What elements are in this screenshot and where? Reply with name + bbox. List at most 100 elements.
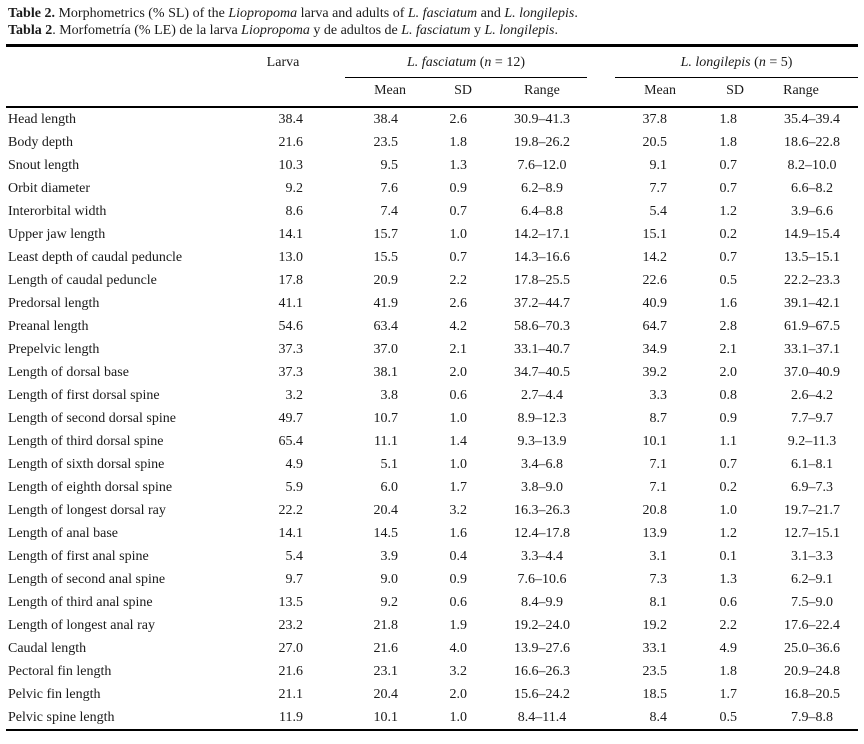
- cell-f_mean: 20.4: [373, 687, 399, 702]
- cell-f_sd: 3.2: [449, 503, 468, 518]
- cell-l_range: 6.1–8.1: [791, 457, 833, 472]
- cell-l_range: 6.6–8.2: [791, 181, 833, 196]
- cell-f_sd: 2.6: [449, 296, 468, 311]
- cell-l_range: 17.6–22.4: [784, 618, 840, 633]
- table-row: Length of longest dorsal ray 22.2 20.4 3.2 1…: [6, 499, 858, 522]
- subheader-fasciatum-sd: SD: [406, 78, 472, 108]
- cell-label: Orbit diameter: [8, 181, 91, 196]
- cell-f_mean: 63.4: [373, 319, 399, 334]
- cell-l_range: 13.5–15.1: [784, 250, 840, 265]
- cell-f_mean: 23.1: [373, 664, 399, 679]
- cell-label: Length of second anal spine: [8, 572, 166, 587]
- cell-larva: 37.3: [278, 342, 304, 357]
- cell-l_sd: 0.6: [719, 595, 738, 610]
- cell-l_sd: 1.2: [719, 526, 738, 541]
- cell-l_mean: 23.5: [642, 664, 668, 679]
- cell-f_mean: 7.4: [380, 204, 399, 219]
- cell-l_mean: 20.8: [642, 503, 668, 518]
- table-row: Upper jaw length 14.1 15.7 1.0 14.2–17.1 15.1…: [6, 223, 858, 246]
- subheader-longilepis-range: Range: [744, 78, 858, 108]
- cell-l_range: 35.4–39.4: [784, 112, 840, 127]
- cell-f_mean: 9.2: [380, 595, 399, 610]
- cell-larva: 8.6: [285, 204, 304, 219]
- cell-f_range: 34.7–40.5: [514, 365, 570, 380]
- table-row: Length of longest anal ray 23.2 21.8 1.9 19.…: [6, 614, 858, 637]
- cell-f_sd: 1.9: [449, 618, 468, 633]
- cell-f_range: 8.9–12.3: [517, 411, 567, 426]
- cell-label: Caudal length: [8, 641, 87, 656]
- cell-l_sd: 1.7: [719, 687, 738, 702]
- cell-l_range: 3.9–6.6: [791, 204, 833, 219]
- cell-larva: 9.7: [285, 572, 304, 587]
- cell-l_mean: 40.9: [642, 296, 668, 311]
- cell-l_mean: 34.9: [642, 342, 668, 357]
- group-header-longilepis: L. longilepis (n = 5): [612, 46, 858, 78]
- text-segment: y de adultos de: [309, 23, 402, 38]
- cell-f_mean: 20.9: [373, 273, 399, 288]
- table-row: Length of sixth dorsal spine 4.9 5.1 1.0 3.4…: [6, 453, 858, 476]
- cell-larva: 5.9: [285, 480, 304, 495]
- cell-l_mean: 19.2: [642, 618, 668, 633]
- table-body: Head length 38.4 38.4 2.6 30.9–41.3 37.8 1.8 35…: [6, 107, 858, 730]
- cell-f_sd: 4.0: [449, 641, 468, 656]
- cell-label: Length of first dorsal spine: [8, 388, 160, 403]
- cell-larva: 22.2: [278, 503, 304, 518]
- cell-l_range: 22.2–23.3: [784, 273, 840, 288]
- cell-label: Length of second dorsal spine: [8, 411, 176, 426]
- cell-l_sd: 0.5: [719, 273, 738, 288]
- cell-larva: 10.3: [278, 158, 304, 173]
- text-segment: larva and adults of: [297, 6, 408, 21]
- text-segment: .: [554, 23, 559, 38]
- subheader-fasciatum-range: Range: [472, 78, 612, 108]
- cell-l_sd: 1.0: [719, 503, 738, 518]
- text-segment: Liopropoma: [241, 23, 310, 38]
- table-row: Length of caudal peduncle 17.8 20.9 2.2 17.8…: [6, 269, 858, 292]
- cell-label: Head length: [8, 112, 77, 127]
- cell-l_mean: 7.1: [649, 457, 668, 472]
- text-segment: .: [574, 6, 578, 21]
- table-row: Least depth of caudal peduncle 13.0 15.5 0.…: [6, 246, 858, 269]
- cell-f_sd: 3.2: [449, 664, 468, 679]
- table-row: Snout length 10.3 9.5 1.3 7.6–12.0 9.1 0.7 8.2–…: [6, 154, 858, 177]
- cell-f_range: 30.9–41.3: [514, 112, 570, 127]
- table-row: Head length 38.4 38.4 2.6 30.9–41.3 37.8 1.8 35…: [6, 107, 858, 131]
- table-row: Prepelvic length 37.3 37.0 2.1 33.1–40.7 34.9…: [6, 338, 858, 361]
- table-row: Length of eighth dorsal spine 5.9 6.0 1.7 3.…: [6, 476, 858, 499]
- cell-f_sd: 0.6: [449, 388, 468, 403]
- cell-label: Length of third dorsal spine: [8, 434, 164, 449]
- cell-f_mean: 15.5: [373, 250, 399, 265]
- cell-f_sd: 2.2: [449, 273, 468, 288]
- table-row: Length of second dorsal spine 49.7 10.7 1.0…: [6, 407, 858, 430]
- cell-f_range: 13.9–27.6: [514, 641, 570, 656]
- cell-f_range: 58.6–70.3: [514, 319, 570, 334]
- cell-larva: 41.1: [278, 296, 304, 311]
- cell-f_mean: 10.1: [373, 710, 399, 725]
- cell-f_range: 16.6–26.3: [514, 664, 570, 679]
- group-header-row: Larva L. fasciatum (n = 12) L. longilepi…: [6, 45, 858, 108]
- cell-l_sd: 0.5: [719, 710, 738, 725]
- subheader-row: Mean SD Range Mean SD Range: [6, 78, 858, 108]
- cell-f_sd: 0.4: [449, 549, 468, 564]
- subheader-longilepis-mean: Mean: [612, 78, 676, 108]
- cell-l_range: 2.6–4.2: [791, 388, 833, 403]
- cell-f_range: 7.6–10.6: [517, 572, 567, 587]
- cell-l_range: 7.5–9.0: [791, 595, 833, 610]
- cell-l_mean: 7.1: [649, 480, 668, 495]
- cell-larva: 21.6: [278, 135, 304, 150]
- cell-f_range: 15.6–24.2: [514, 687, 570, 702]
- cell-f_range: 3.3–4.4: [521, 549, 563, 564]
- cell-f_sd: 1.4: [449, 434, 468, 449]
- cell-f_sd: 0.9: [449, 572, 468, 587]
- cell-label: Length of first anal spine: [8, 549, 149, 564]
- cell-f_mean: 38.1: [373, 365, 399, 380]
- cell-larva: 14.1: [278, 526, 304, 541]
- cell-f_range: 37.2–44.7: [514, 296, 570, 311]
- cell-l_range: 61.9–67.5: [784, 319, 840, 334]
- cell-f_sd: 1.0: [449, 227, 468, 242]
- cell-f_mean: 20.4: [373, 503, 399, 518]
- cell-l_sd: 1.2: [719, 204, 738, 219]
- cell-label: Least depth of caudal peduncle: [8, 250, 183, 265]
- cell-larva: 14.1: [278, 227, 304, 242]
- cell-f_range: 2.7–4.4: [521, 388, 563, 403]
- cell-l_mean: 7.7: [649, 181, 668, 196]
